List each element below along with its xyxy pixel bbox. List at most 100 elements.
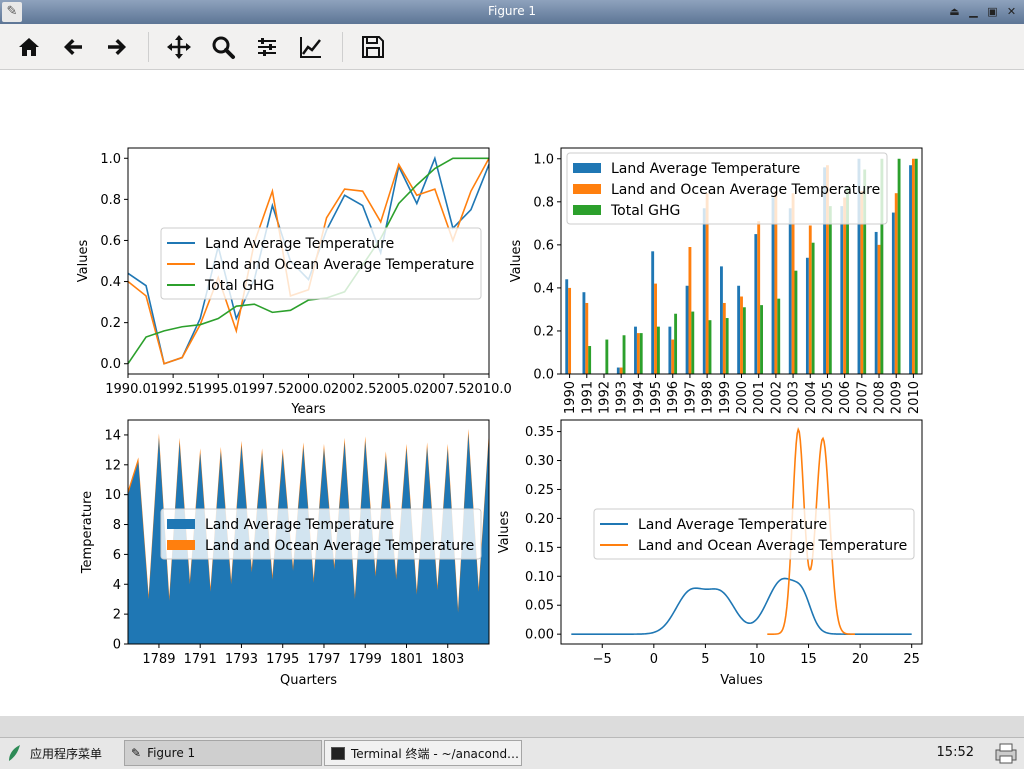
- legend-label: Land and Ocean Average Temperature: [205, 257, 474, 273]
- x-tick-label: 2001: [752, 381, 767, 414]
- x-tick-label: 0: [650, 652, 658, 667]
- bar: [914, 158, 918, 374]
- save-button[interactable]: [358, 32, 388, 62]
- legend-label: Land and Ocean Average Temperature: [611, 182, 880, 198]
- y-tick-label: 0.2: [100, 316, 121, 331]
- bar: [568, 287, 572, 374]
- clock: 15:52: [936, 745, 974, 760]
- y-tick-label: 1.0: [100, 152, 121, 167]
- bar: [757, 221, 761, 374]
- y-tick-label: 0.00: [525, 628, 554, 643]
- y-tick-label: 0.20: [525, 512, 554, 527]
- legend-label: Land Average Temperature: [205, 236, 394, 252]
- start-menu-button[interactable]: 应用程序菜单: [6, 744, 102, 762]
- bar: [651, 251, 655, 374]
- y-axis-label: Values: [76, 240, 91, 283]
- zoom-button[interactable]: [208, 32, 238, 62]
- y-tick-label: 0.0: [100, 357, 121, 372]
- x-tick-label: 2008: [873, 381, 888, 414]
- x-tick-label: 1990: [563, 381, 578, 414]
- y-tick-label: 0.8: [533, 195, 554, 210]
- x-tick-label: 1803: [431, 652, 464, 667]
- y-tick-label: 0.4: [100, 275, 121, 290]
- legend-box: [160, 508, 482, 560]
- task-figure[interactable]: ✎ Figure 1: [124, 740, 322, 766]
- legend-label: Land and Ocean Average Temperature: [205, 538, 474, 554]
- legend-swatch: [573, 163, 601, 173]
- bar: [894, 193, 898, 374]
- legend-box: [160, 227, 482, 300]
- maximize-icon[interactable]: ▣: [987, 5, 998, 18]
- legend-swatch: [573, 184, 601, 194]
- figure-canvas[interactable]: 0.0 0.2 0.4 0.6 0.8 1.0 1990.0 1992.5 1995.0 1997…: [0, 70, 1024, 716]
- edit-axis-button[interactable]: [296, 32, 326, 62]
- taskbar: 应用程序菜单 ✎ Figure 1 Terminal 终端 - ~/anacon…: [0, 737, 1024, 769]
- close-icon[interactable]: ✕: [1006, 5, 1017, 18]
- chart-area-quarters: 0 2 4 6 8 10 12 14 1789 1791 1793 1795 1797 1799 1801 1…: [80, 419, 490, 688]
- axes-frame: [560, 419, 923, 645]
- shade-icon[interactable]: ⏏: [949, 5, 960, 18]
- x-tick-label: 1992.5: [150, 382, 196, 397]
- bar: [636, 333, 640, 374]
- y-axis-label: Values: [497, 511, 512, 554]
- forward-icon: [108, 39, 126, 55]
- bar: [740, 296, 743, 374]
- x-tick-label: 2002.5: [331, 382, 377, 397]
- printer-icon: [995, 743, 1017, 764]
- x-tick-label: 2010: [907, 381, 922, 414]
- x-tick-label: 1997: [683, 381, 698, 414]
- y-tick-label: 0.8: [100, 193, 121, 208]
- task-terminal[interactable]: Terminal 终端 - ~/anacond…: [324, 740, 522, 766]
- x-tick-label: 10: [749, 652, 766, 667]
- legend-swatch: [167, 540, 195, 550]
- bar: [720, 266, 723, 374]
- tray-printer-icon[interactable]: [994, 742, 1018, 764]
- forward-button[interactable]: [102, 32, 132, 62]
- series-line: [127, 157, 489, 365]
- bar: [565, 279, 569, 374]
- x-tick-label: 2004: [804, 381, 819, 414]
- x-tick-label: 5: [701, 652, 709, 667]
- y-tick-label: 10: [104, 488, 121, 503]
- home-icon: [19, 38, 39, 56]
- bar: [811, 242, 815, 374]
- bar: [691, 311, 695, 374]
- bar: [634, 326, 637, 374]
- app-icon[interactable]: ✎: [2, 2, 22, 22]
- y-tick-label: 0.0: [533, 368, 554, 383]
- bar: [674, 313, 678, 374]
- y-tick-label: 14: [104, 428, 121, 443]
- bar: [582, 292, 586, 374]
- x-tick-label: 1801: [390, 652, 423, 667]
- bar: [805, 257, 809, 374]
- axes-frame: [560, 147, 923, 375]
- pan-button[interactable]: [164, 32, 194, 62]
- x-tick-label: 1795: [266, 652, 299, 667]
- x-tick-label: 1995: [649, 381, 664, 414]
- bar: [794, 270, 798, 374]
- bar: [725, 318, 729, 374]
- toolbar-separator: [148, 32, 149, 62]
- bar: [911, 158, 915, 374]
- bar: [909, 165, 912, 374]
- y-tick-label: 2: [113, 608, 121, 623]
- x-tick-label: 25: [903, 652, 920, 667]
- home-button[interactable]: [14, 32, 44, 62]
- configure-subplots-button[interactable]: [252, 32, 282, 62]
- y-tick-label: 0.25: [525, 483, 554, 498]
- pan-icon: [167, 35, 191, 59]
- task-label: Figure 1: [147, 746, 196, 760]
- x-axis-label: Quarters: [280, 673, 337, 688]
- bar: [863, 169, 867, 374]
- back-button[interactable]: [58, 32, 88, 62]
- x-tick-label: 2002: [769, 381, 784, 414]
- bar: [874, 231, 878, 374]
- bar: [843, 197, 847, 374]
- y-tick-label: 0.6: [100, 234, 121, 249]
- minimize-icon[interactable]: ▁: [969, 5, 978, 18]
- x-tick-label: 1990.0: [105, 382, 151, 397]
- bar: [671, 339, 675, 374]
- y-tick-label: 0.2: [533, 324, 554, 339]
- bar: [823, 167, 827, 374]
- figure-app-icon: ✎: [131, 746, 142, 760]
